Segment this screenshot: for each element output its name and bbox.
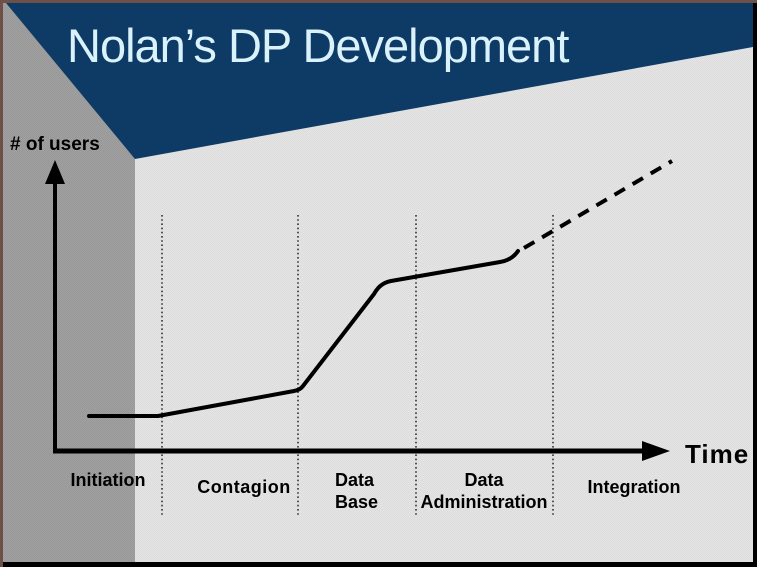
x-axis [53, 441, 670, 461]
stage-label-line: Administration [420, 492, 548, 512]
stage-label-line: Base [335, 492, 379, 512]
stage-label-integration: Integration [564, 476, 704, 498]
frame-left-edge [0, 0, 3, 567]
right-arrow-icon [642, 441, 670, 461]
x-axis-label: Time [685, 439, 750, 469]
page-title: Nolan’s DP Development [67, 19, 569, 72]
y-axis-label: # of users [10, 134, 100, 155]
slide-content: Nolan’s DP Development # of users Time I… [3, 3, 753, 562]
stage-label-initiation: Initiation [38, 469, 178, 491]
stage-label-data-base: Data Base [335, 469, 455, 513]
stage-label-line: Initiation [70, 470, 146, 490]
growth-curve-projection-dashed [522, 159, 674, 250]
stage-label-line: Data [464, 470, 504, 490]
stage-label-line: Data [335, 470, 375, 490]
growth-curve-solid [87, 249, 520, 418]
nolan-curve-chart [6, 3, 753, 516]
stage-label-line: Integration [587, 477, 681, 497]
y-axis [45, 160, 65, 453]
title-banner [6, 3, 753, 159]
frame-top-edge [0, 0, 757, 3]
stage-label-data-administration: Data Administration [407, 469, 561, 513]
stage-label-line: Contagion [197, 477, 291, 497]
up-arrow-icon [45, 160, 65, 184]
stage-label-contagion: Contagion [174, 476, 314, 498]
